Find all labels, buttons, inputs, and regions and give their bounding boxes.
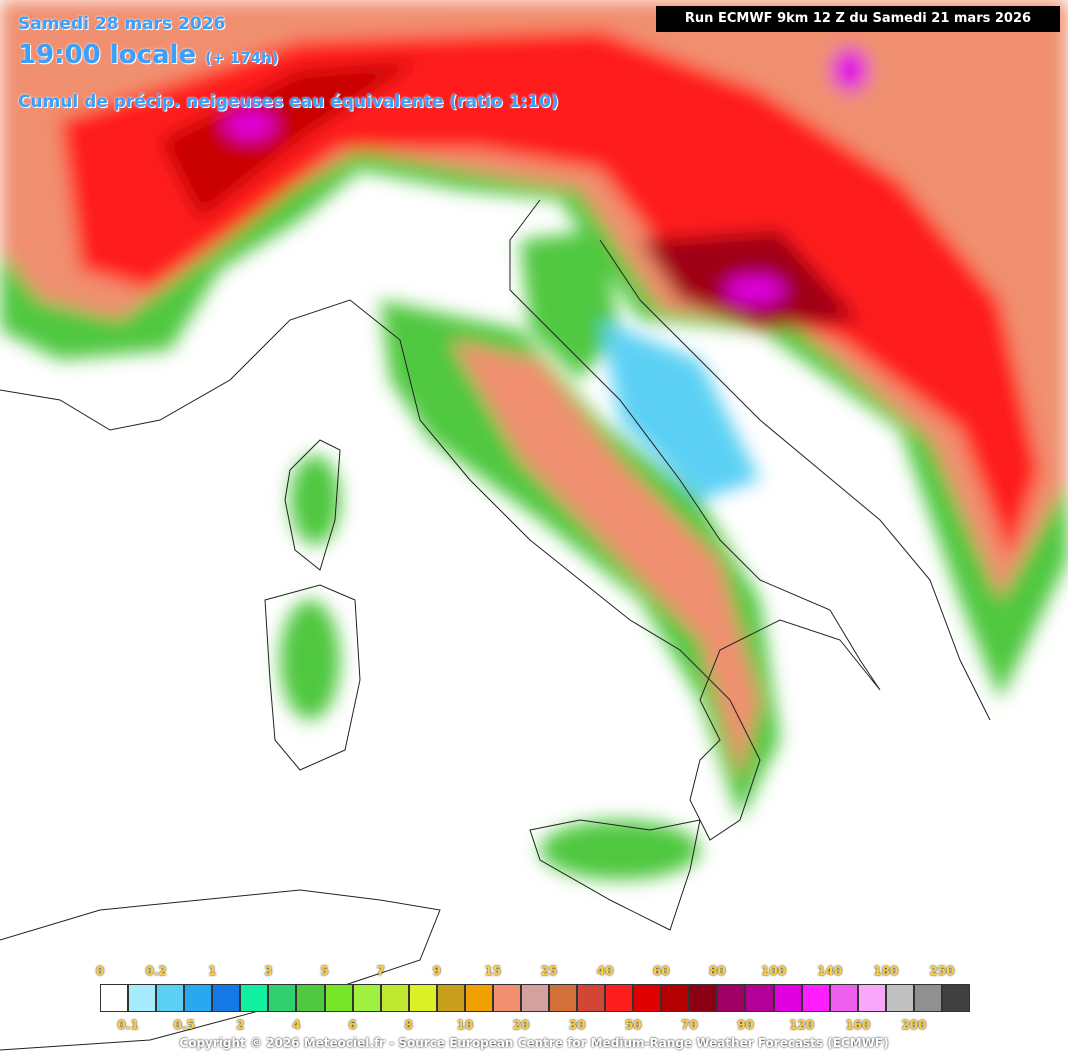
lead-time: (+ 174h) bbox=[205, 49, 279, 67]
legend-label: 180 bbox=[873, 964, 899, 978]
legend-label: 1 bbox=[208, 964, 217, 978]
legend-swatch bbox=[801, 984, 830, 1012]
legend-swatch bbox=[212, 984, 241, 1012]
legend-swatch bbox=[689, 984, 718, 1012]
legend-label: 15 bbox=[484, 964, 502, 978]
legend-label: 100 bbox=[761, 964, 787, 978]
legend-swatch bbox=[717, 984, 746, 1012]
legend-swatch bbox=[156, 984, 185, 1012]
legend-swatch bbox=[464, 984, 493, 1012]
legend-label: 4 bbox=[292, 1018, 301, 1032]
legend-swatch bbox=[184, 984, 213, 1012]
legend-swatch bbox=[549, 984, 578, 1012]
legend-swatch bbox=[296, 984, 325, 1012]
legend-label: 60 bbox=[652, 964, 670, 978]
date: Samedi 28 mars 2026 bbox=[18, 14, 226, 34]
legend-swatch bbox=[100, 984, 129, 1012]
legend-label: 120 bbox=[789, 1018, 815, 1032]
legend-swatch bbox=[268, 984, 297, 1012]
legend-swatch bbox=[885, 984, 914, 1012]
legend-label: 7 bbox=[376, 964, 385, 978]
legend-label: 0.1 bbox=[117, 1018, 139, 1032]
legend-label: 10 bbox=[456, 1018, 474, 1032]
legend-swatch bbox=[240, 984, 269, 1012]
time: 19:00 locale (+ 174h) bbox=[18, 40, 279, 70]
legend-swatch bbox=[380, 984, 409, 1012]
legend-swatch bbox=[436, 984, 465, 1012]
legend-label: 5 bbox=[320, 964, 329, 978]
legend-swatch bbox=[352, 984, 381, 1012]
coastlines bbox=[0, 199, 991, 1051]
legend-swatch bbox=[661, 984, 690, 1012]
run-info: Run ECMWF 9km 12 Z du Samedi 21 mars 202… bbox=[656, 6, 1060, 32]
legend-swatch bbox=[520, 984, 550, 1012]
legend-swatch bbox=[857, 984, 886, 1012]
legend-label: 140 bbox=[817, 964, 843, 978]
legend-swatch bbox=[577, 984, 606, 1012]
legend-label: 6 bbox=[348, 1018, 357, 1032]
legend-swatch bbox=[324, 984, 353, 1012]
legend-label: 25 bbox=[540, 964, 558, 978]
product: Cumul de précip. neigeuses eau équivalen… bbox=[18, 92, 559, 112]
legend-label: 80 bbox=[709, 964, 726, 978]
legend-label: 200 bbox=[901, 1018, 927, 1032]
legend-label: 250 bbox=[929, 964, 955, 978]
legend-label: 3 bbox=[264, 964, 273, 978]
legend-swatch bbox=[913, 984, 942, 1012]
time-text: 19:00 locale bbox=[18, 40, 197, 70]
legend-swatch bbox=[128, 984, 157, 1012]
legend-swatch bbox=[773, 984, 802, 1012]
legend-label: 8 bbox=[404, 1018, 413, 1032]
legend-label: 9 bbox=[432, 964, 441, 978]
legend-swatch bbox=[408, 984, 437, 1012]
legend-label: 30 bbox=[568, 1018, 586, 1032]
legend-swatch bbox=[745, 984, 774, 1012]
legend-label: 2 bbox=[236, 1018, 245, 1032]
legend-swatch bbox=[492, 984, 521, 1012]
precip-field bbox=[0, 0, 1068, 880]
legend-label: 0 bbox=[95, 964, 105, 978]
legend-label: 90 bbox=[737, 1018, 754, 1032]
legend-label: 0.2 bbox=[145, 964, 167, 978]
legend-label: 20 bbox=[512, 1018, 530, 1032]
legend-swatch bbox=[829, 984, 858, 1012]
legend-label: 50 bbox=[624, 1018, 642, 1032]
legend-swatch bbox=[941, 984, 970, 1012]
legend-swatch bbox=[633, 984, 662, 1012]
legend-label: 0.5 bbox=[173, 1018, 195, 1032]
copyright: Copyright © 2026 Meteociel.fr - Source E… bbox=[179, 1036, 889, 1050]
legend-label: 40 bbox=[596, 964, 614, 978]
legend-swatch bbox=[605, 984, 634, 1012]
legend-label: 70 bbox=[680, 1018, 698, 1032]
legend-label: 160 bbox=[845, 1018, 871, 1032]
